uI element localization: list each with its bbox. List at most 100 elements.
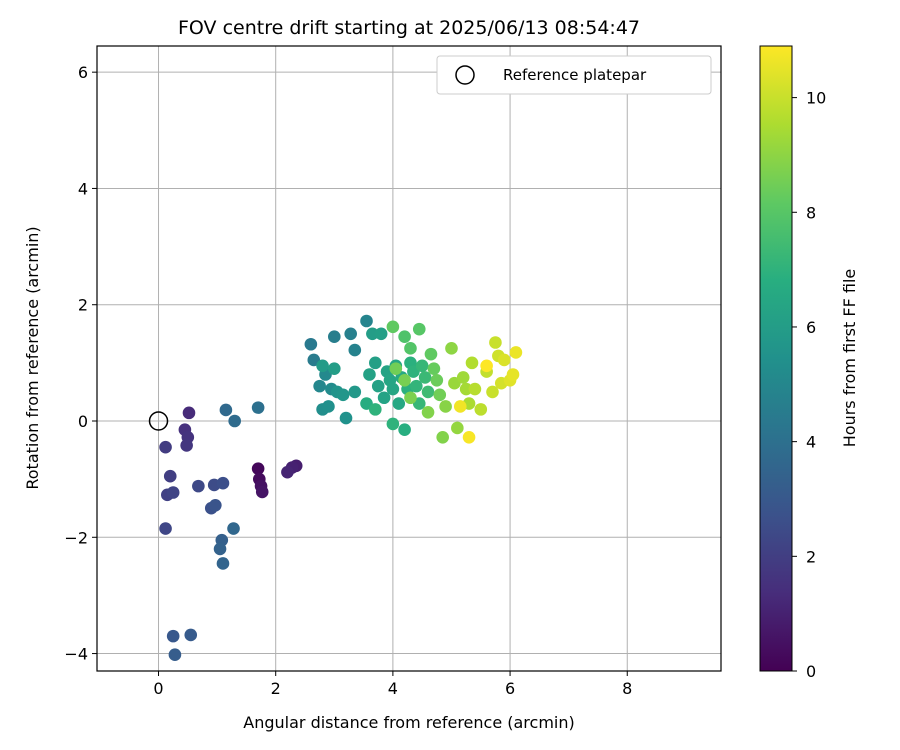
data-point bbox=[456, 371, 470, 384]
data-point bbox=[465, 356, 479, 370]
data-point bbox=[180, 439, 193, 452]
data-point bbox=[377, 391, 391, 405]
data-point bbox=[398, 330, 411, 343]
data-point bbox=[304, 337, 318, 351]
x-tick-label: 2 bbox=[271, 679, 281, 698]
data-point bbox=[506, 368, 520, 381]
data-point bbox=[159, 522, 172, 535]
y-tick-label: 0 bbox=[78, 412, 88, 431]
data-point bbox=[398, 423, 411, 437]
data-point bbox=[427, 362, 441, 375]
x-axis: 0 2 4 6 8 bbox=[153, 671, 632, 698]
data-point bbox=[339, 411, 353, 425]
data-point bbox=[336, 388, 350, 402]
data-point bbox=[389, 362, 403, 375]
reference-marker bbox=[148, 411, 169, 431]
data-point bbox=[192, 479, 205, 493]
data-point bbox=[386, 417, 400, 431]
legend: Reference platepar bbox=[436, 55, 712, 95]
data-point bbox=[433, 388, 447, 402]
data-point bbox=[404, 342, 417, 355]
colorbar-tick-label: 10 bbox=[806, 89, 826, 108]
legend-box bbox=[436, 55, 712, 95]
y-axis: −4 −2 0 2 4 6 bbox=[64, 63, 97, 664]
data-point bbox=[489, 336, 502, 349]
data-point bbox=[398, 374, 411, 387]
data-point bbox=[166, 629, 180, 643]
data-point bbox=[436, 430, 449, 444]
y-tick-label: −2 bbox=[64, 528, 88, 547]
plot-frame bbox=[96, 45, 722, 672]
data-point bbox=[228, 414, 241, 428]
data-point bbox=[255, 485, 269, 499]
data-point bbox=[166, 486, 180, 499]
data-point bbox=[184, 628, 198, 642]
data-point bbox=[453, 400, 467, 413]
data-point bbox=[216, 476, 230, 490]
data-point bbox=[445, 342, 458, 355]
data-point bbox=[418, 371, 432, 384]
data-point bbox=[371, 379, 385, 393]
data-point bbox=[327, 362, 341, 375]
data-point bbox=[348, 343, 362, 357]
data-point bbox=[209, 499, 222, 512]
data-point bbox=[415, 359, 429, 373]
data-point bbox=[363, 368, 376, 381]
colorbar-axis: 0 2 4 6 8 10 bbox=[792, 89, 826, 681]
data-point bbox=[281, 465, 294, 479]
data-point bbox=[468, 382, 482, 396]
colorbar-tick-label: 2 bbox=[806, 547, 816, 566]
data-point bbox=[366, 327, 379, 341]
legend-label: Reference platepar bbox=[503, 66, 647, 84]
colorbar-tick-label: 8 bbox=[806, 203, 816, 222]
data-point bbox=[313, 379, 326, 393]
data-point bbox=[424, 347, 438, 361]
data-point bbox=[439, 400, 452, 413]
data-point bbox=[474, 403, 488, 416]
x-axis-label: Angular distance from reference (arcmin) bbox=[243, 713, 574, 732]
colorbar bbox=[759, 45, 793, 672]
colorbar-tick-label: 6 bbox=[806, 318, 816, 337]
x-tick-label: 8 bbox=[622, 679, 632, 698]
data-point bbox=[462, 430, 476, 444]
colorbar-tick-label: 4 bbox=[806, 433, 816, 452]
data-point bbox=[386, 320, 400, 334]
data-point bbox=[360, 314, 373, 328]
legend-reference-marker bbox=[455, 65, 475, 85]
data-point bbox=[430, 374, 444, 387]
x-tick-label: 6 bbox=[505, 679, 515, 698]
y-tick-label: 6 bbox=[78, 63, 88, 82]
scatter-points bbox=[159, 314, 523, 662]
data-point bbox=[163, 469, 177, 483]
y-axis-label: Rotation from reference (arcmin) bbox=[23, 226, 42, 489]
data-point bbox=[451, 421, 464, 435]
data-point bbox=[316, 359, 329, 373]
chart-title: FOV centre drift starting at 2025/06/13 … bbox=[178, 17, 640, 39]
data-point bbox=[369, 403, 382, 416]
data-point bbox=[251, 462, 265, 475]
data-point bbox=[421, 385, 435, 399]
data-point bbox=[404, 391, 417, 405]
x-tick-label: 4 bbox=[388, 679, 398, 698]
data-point bbox=[386, 382, 400, 396]
x-tick-label: 0 bbox=[153, 679, 163, 698]
data-point bbox=[374, 327, 388, 341]
data-point bbox=[497, 353, 511, 367]
data-point bbox=[392, 397, 406, 410]
reference-platepar-marker bbox=[148, 411, 169, 431]
data-point bbox=[486, 385, 499, 399]
y-tick-label: 4 bbox=[78, 179, 88, 198]
data-point bbox=[410, 379, 423, 393]
data-point bbox=[227, 522, 240, 535]
data-point bbox=[344, 327, 358, 341]
data-point bbox=[480, 359, 493, 373]
data-point bbox=[251, 401, 265, 414]
colorbar-label: Hours from first FF file bbox=[840, 269, 859, 448]
data-point bbox=[327, 330, 341, 343]
y-tick-label: −4 bbox=[64, 645, 88, 664]
data-point bbox=[348, 385, 362, 399]
data-point bbox=[159, 440, 172, 454]
data-point bbox=[421, 405, 435, 419]
data-point bbox=[213, 542, 227, 556]
